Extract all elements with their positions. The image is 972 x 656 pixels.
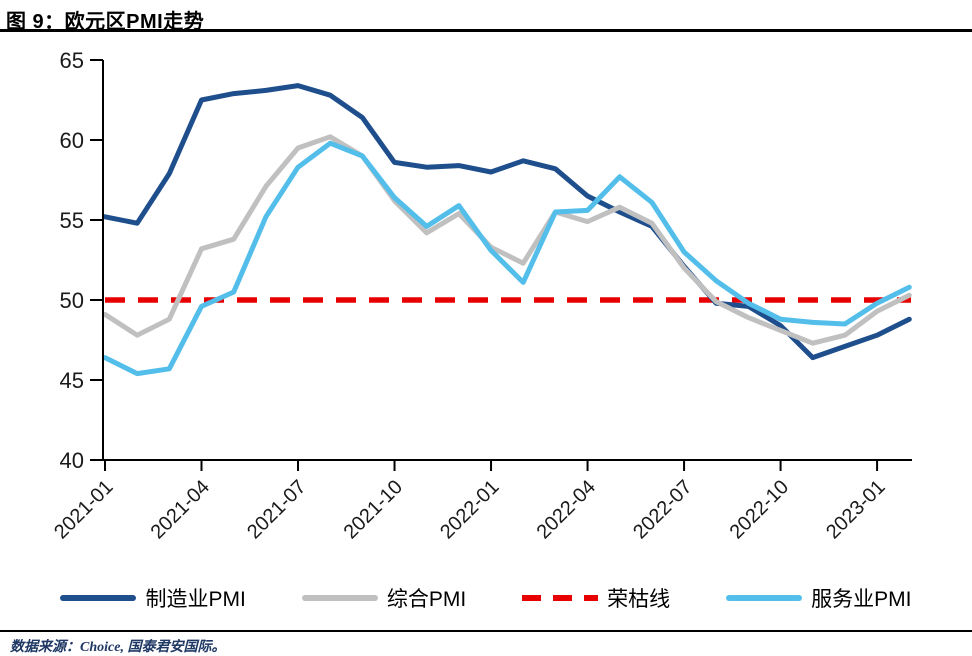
y-tick-label: 50 (60, 288, 84, 313)
figure-title: 图 9：欧元区PMI走势 (0, 0, 972, 33)
figure-title-text: 图 9：欧元区PMI走势 (6, 11, 205, 33)
legend-label: 荣枯线 (607, 588, 671, 611)
legend-item-1: 制造业PMI (60, 583, 246, 613)
x-tick-label: 2022-04 (533, 476, 600, 543)
chart-legend: 制造业PMI 综合PMI 荣枯线 服务业PMI (0, 581, 972, 615)
x-tick-label: 2022-10 (726, 476, 793, 543)
series-line-3 (102, 140, 912, 377)
pmi-line-chart: 65 60 55 50 45 40 2021-01 2021-04 2021-07 2021-10… (50, 48, 912, 543)
legend-item-2: 综合PMI (301, 583, 467, 613)
x-tick-label: 2021-01 (50, 476, 117, 543)
legend-swatch-line (301, 595, 378, 601)
x-tick-label: 2022-07 (629, 476, 696, 543)
legend-swatch-line (60, 595, 137, 601)
series-line-1 (102, 83, 912, 361)
legend-item-4: 服务业PMI (726, 583, 912, 613)
y-tick-label: 55 (60, 208, 84, 233)
source-note-text: 数据来源：Choice, 国泰君安国际。 (10, 640, 226, 655)
y-tick-label: 45 (60, 368, 84, 393)
x-tick-label: 2021-07 (243, 476, 310, 543)
x-tick-label: 2021-10 (340, 476, 407, 543)
x-tick-label: 2023-01 (822, 476, 889, 543)
legend-swatch-line (726, 595, 803, 601)
legend-swatch-dashed-line (522, 595, 599, 601)
source-note: 数据来源：Choice, 国泰君安国际。 (0, 630, 972, 655)
x-tick-label: 2022-01 (436, 476, 503, 543)
y-tick-label: 65 (60, 48, 84, 73)
legend-label: 制造业PMI (145, 588, 246, 611)
legend-label: 综合PMI (386, 588, 467, 611)
y-tick-label: 40 (60, 448, 84, 473)
legend-item-3: 荣枯线 (522, 583, 670, 613)
y-tick-label: 60 (60, 128, 84, 153)
legend-label: 服务业PMI (811, 588, 912, 611)
x-tick-label: 2021-04 (147, 476, 214, 543)
series-line-2 (102, 134, 912, 346)
